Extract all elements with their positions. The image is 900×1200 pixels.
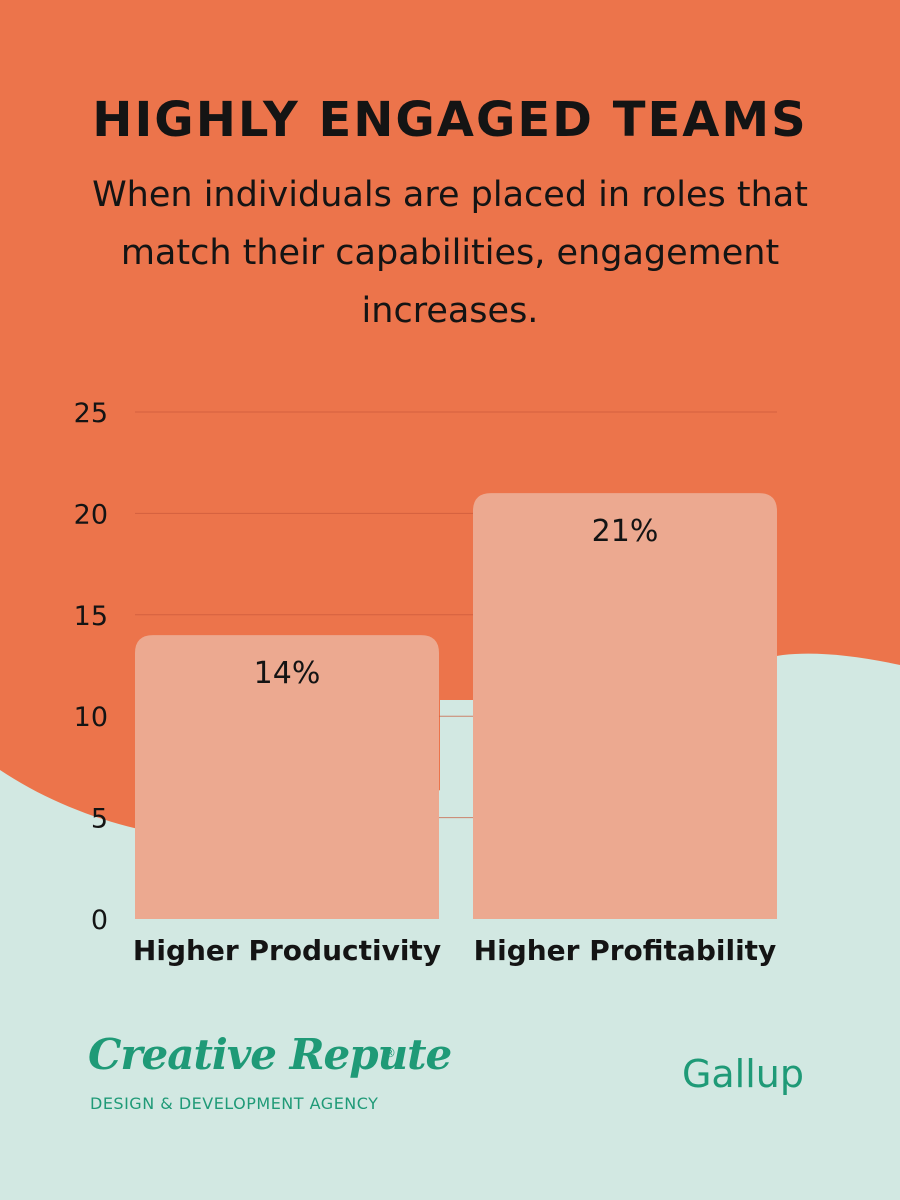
x-tick-label: Higher Productivity xyxy=(133,934,441,967)
logo-wordmark: Creative Repute xyxy=(88,1030,452,1079)
bars xyxy=(135,493,777,919)
y-axis-ticks: 0 5 10 15 20 25 xyxy=(74,398,108,936)
chart-subtitle: When individuals are placed in roles tha… xyxy=(92,175,808,331)
bar-higher-productivity xyxy=(135,635,439,919)
logo-registered-mark: ® xyxy=(384,1046,396,1060)
bar-higher-profitability xyxy=(473,493,777,919)
logo-tagline: DESIGN & DEVELOPMENT AGENCY xyxy=(90,1094,379,1113)
y-tick-label: 15 xyxy=(74,601,108,632)
y-tick-label: 20 xyxy=(74,499,108,530)
chart-title: HIGHLY ENGAGED TEAMS xyxy=(92,92,808,148)
source-credit: Gallup xyxy=(681,1052,804,1096)
x-axis-labels: Higher Productivity Higher Profitability xyxy=(133,934,776,967)
y-tick-label: 5 xyxy=(91,804,108,835)
data-label: 21% xyxy=(592,514,659,549)
y-tick-label: 0 xyxy=(91,905,108,936)
y-tick-label: 10 xyxy=(74,702,108,733)
data-labels: 14% 21% xyxy=(254,514,659,691)
x-tick-label: Higher Profitability xyxy=(474,934,777,967)
data-label: 14% xyxy=(254,656,321,691)
y-tick-label: 25 xyxy=(74,398,108,429)
